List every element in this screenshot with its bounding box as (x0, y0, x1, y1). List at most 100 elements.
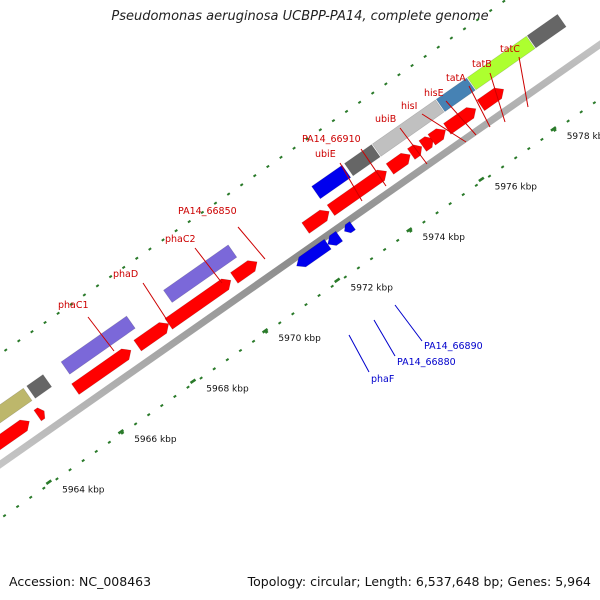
tick-outer (423, 54, 427, 59)
tick-inner (42, 486, 46, 490)
accession-text: Accession: NC_008463 (9, 574, 152, 589)
tick-outer (30, 329, 34, 334)
tick-outer (397, 73, 401, 77)
scale-label: 5972 kbp (351, 284, 394, 294)
tick-inner (474, 183, 479, 188)
leader-line (339, 162, 363, 202)
leader-line (373, 319, 396, 357)
scale-label: 5978 kbp (567, 132, 600, 142)
tick-outer (266, 164, 270, 169)
cds-reverse (327, 230, 344, 246)
leader-line (421, 113, 467, 143)
tick-outer (43, 320, 47, 325)
cds-forward (230, 260, 258, 284)
tick-outer (449, 36, 454, 40)
leader-line (194, 247, 223, 284)
tick-outer (134, 256, 139, 260)
tick-outer (436, 45, 441, 49)
tick-outer (239, 183, 244, 187)
tick-inner (553, 128, 557, 132)
tick-inner (579, 110, 584, 114)
map-title: Pseudomonas aeruginosa UCBPP-PA14, compl… (111, 9, 489, 24)
leader-line (518, 56, 529, 108)
gene-label-forward: tatC (500, 44, 520, 55)
ortholog-bar (311, 164, 352, 200)
tick-outer (148, 247, 152, 251)
leader-line (360, 148, 387, 187)
ortholog-bar (371, 99, 445, 157)
genome-backbone (0, 40, 600, 469)
tick-inner (330, 284, 334, 288)
tick-outer (213, 201, 218, 205)
leader-line (237, 226, 266, 260)
tick-inner (487, 174, 492, 178)
tick-inner (382, 247, 387, 252)
label-leaders (87, 56, 529, 373)
gene-label-reverse: phaF (371, 374, 394, 385)
topology-text: Topology: circular; Length: 6,537,648 bp… (247, 574, 591, 589)
gene-label-forward: ubiE (315, 149, 336, 160)
tick-inner (68, 468, 72, 472)
gene-label-forward: phaD (113, 269, 138, 280)
ortholog-bar (163, 244, 238, 303)
cds-forward (164, 278, 232, 330)
map-labels: 5964 kbp 5966 kbp 5968 kbp 5970 kbp 5972 kbp… (58, 44, 600, 495)
tick-outer (318, 128, 323, 132)
gene-label-forward: tatA (446, 73, 466, 84)
tick-outer (95, 284, 100, 288)
tick-inner (526, 146, 531, 151)
gene-label-forward: phaC2 (165, 234, 196, 245)
tick-major (550, 126, 557, 132)
tick-inner (356, 266, 361, 270)
scale-label: 5970 kbp (278, 334, 321, 344)
tick-inner (540, 137, 544, 142)
tick-outer (82, 293, 87, 297)
tick-outer (370, 91, 375, 95)
tick-outer (56, 311, 60, 315)
tick-outer (501, 0, 506, 4)
tick-inner (592, 101, 597, 105)
leader-line (489, 72, 506, 123)
tick-major (333, 277, 341, 284)
tick-major (189, 378, 197, 385)
tick-inner (2, 513, 7, 518)
tick-outer (17, 339, 21, 343)
cds-reverse (296, 238, 332, 268)
tick-inner (395, 238, 400, 243)
tick-inner (159, 403, 164, 408)
tick-major (261, 328, 269, 334)
tick-inner (461, 192, 466, 197)
feature-blocks (0, 13, 567, 451)
ortholog-bar (60, 315, 136, 375)
tick-inner (173, 394, 177, 399)
tick-inner (81, 458, 85, 463)
tick-outer (161, 238, 165, 242)
ortholog-bar (466, 35, 536, 91)
tick-inner (369, 257, 374, 261)
tick-inner (199, 376, 203, 380)
tick-outer (305, 137, 309, 141)
tick-outer (3, 348, 8, 352)
tick-inner (500, 165, 505, 169)
tick-inner (225, 358, 230, 362)
cds-reverse (344, 221, 356, 234)
tick-inner (146, 413, 151, 417)
tick-inner (513, 156, 518, 160)
cds-forward (385, 152, 411, 175)
tick-inner (28, 495, 33, 499)
tick-outer (410, 63, 414, 68)
tick-major (45, 479, 53, 485)
tick-inner (277, 321, 282, 325)
tick-outer (226, 192, 231, 196)
leader-line (142, 282, 168, 321)
tick-inner (186, 385, 190, 389)
cds-forward (0, 419, 30, 451)
ortholog-bar (0, 387, 33, 424)
tick-major (478, 176, 485, 183)
tick-inner (251, 339, 256, 344)
cds-forward (406, 144, 423, 160)
tick-outer (344, 109, 349, 114)
tick-inner (304, 302, 308, 307)
tick-inner (55, 477, 59, 481)
